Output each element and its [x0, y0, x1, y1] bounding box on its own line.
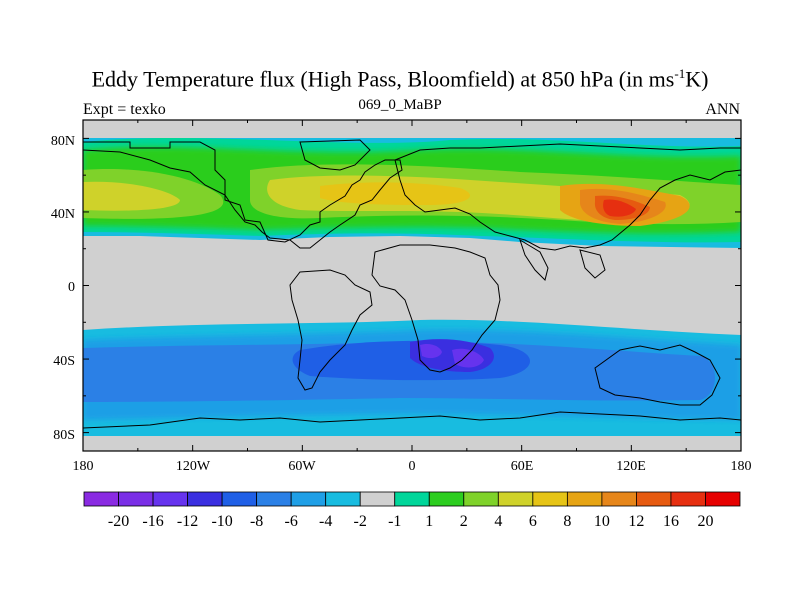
- colorbar-label: 12: [628, 513, 644, 530]
- colorbar-label: -20: [108, 513, 129, 530]
- colorbar-swatch: [325, 491, 361, 507]
- colorbar-swatch: [636, 491, 672, 507]
- x-tick-120w: 120W: [176, 459, 211, 474]
- plot-title-end: K): [685, 66, 709, 92]
- colorbar-swatch: [601, 491, 637, 507]
- colorbar-swatch: [670, 491, 706, 507]
- x-tick-0: 0: [409, 459, 416, 474]
- greenland-outline: [299, 139, 371, 171]
- colorbar-label: -8: [250, 513, 263, 530]
- experiment-label: Expt = texko: [83, 101, 166, 118]
- colorbar-label: 16: [663, 513, 679, 530]
- colorbar-swatch: [566, 491, 603, 507]
- northern-storm-track: [83, 138, 741, 248]
- colorbar-swatch: [532, 491, 568, 507]
- colorbar-swatch: [394, 491, 430, 507]
- colorbar-label: 1: [425, 513, 433, 530]
- x-tick-labels: 180 120W 60W 0 60E 120E 180: [73, 459, 752, 474]
- colorbar-label: 4: [494, 513, 502, 530]
- x-tick-60w: 60W: [288, 459, 316, 474]
- colorbar: [83, 491, 741, 507]
- australia-outline: [594, 344, 721, 406]
- colorbar-swatch: [152, 491, 188, 507]
- colorbar-labels: -20 -16 -12 -10 -8 -6 -4 -2 -1 1 2 4 6 8 10 12 16 20: [108, 513, 714, 530]
- colorbar-swatch: [187, 491, 223, 507]
- season-label: ANN: [705, 101, 740, 118]
- colorbar-label: 10: [594, 513, 610, 530]
- colorbar-swatch: [290, 491, 327, 507]
- antarctica-outline: [83, 411, 741, 429]
- x-tick-180w: 180: [73, 459, 94, 474]
- south-asia-outline: [519, 238, 549, 281]
- colorbar-swatch: [705, 491, 741, 507]
- southern-storm-track: [83, 319, 741, 451]
- x-tick-120e: 120E: [616, 459, 646, 474]
- colorbar-label: -12: [177, 513, 198, 530]
- colorbar-label: -16: [142, 513, 163, 530]
- colorbar-label: 8: [563, 513, 571, 530]
- y-tick-80n: 80N: [51, 134, 75, 149]
- colorbar-swatch: [256, 491, 292, 507]
- y-tick-labels: 80N 40N 0 40S 80S: [51, 134, 75, 443]
- axis-ticks: [82, 120, 742, 451]
- eurasia-outline: [394, 143, 741, 251]
- plot-title-sup: -1: [674, 66, 686, 81]
- colorbar-label: 20: [697, 513, 713, 530]
- colorbar-label: -6: [284, 513, 297, 530]
- colorbar-swatch: [428, 491, 465, 507]
- southeast-asia-outline: [579, 249, 606, 279]
- x-tick-180e: 180: [731, 459, 752, 474]
- period-label: 069_0_MaBP: [358, 97, 442, 113]
- y-tick-80s: 80S: [53, 428, 75, 443]
- north-america-outline: [83, 141, 403, 249]
- colorbar-swatch: [359, 491, 396, 507]
- x-tick-60e: 60E: [511, 459, 534, 474]
- colorbar-swatch: [497, 491, 534, 507]
- south-america-outline: [289, 269, 373, 391]
- colorbar-label: -10: [211, 513, 232, 530]
- colorbar-label: 2: [460, 513, 468, 530]
- colorbar-swatch: [118, 491, 154, 507]
- coastlines: [83, 139, 741, 429]
- colorbar-label: -1: [388, 513, 401, 530]
- colorbar-label: 6: [529, 513, 537, 530]
- y-tick-40s: 40S: [53, 354, 75, 369]
- colorbar-label: -4: [319, 513, 332, 530]
- plot-title-main: Eddy Temperature flux (High Pass, Bloomf…: [91, 66, 675, 92]
- field-layer: [83, 120, 741, 451]
- colorbar-swatch: [463, 491, 499, 507]
- colorbar-swatch: [221, 491, 258, 507]
- plot-title: Eddy Temperature flux (High Pass, Bloomf…: [0, 66, 800, 92]
- africa-outline: [371, 244, 501, 373]
- colorbar-label: -2: [354, 513, 367, 530]
- colorbar-swatch: [83, 491, 119, 507]
- y-tick-40n: 40N: [51, 207, 75, 222]
- y-tick-0: 0: [68, 280, 75, 295]
